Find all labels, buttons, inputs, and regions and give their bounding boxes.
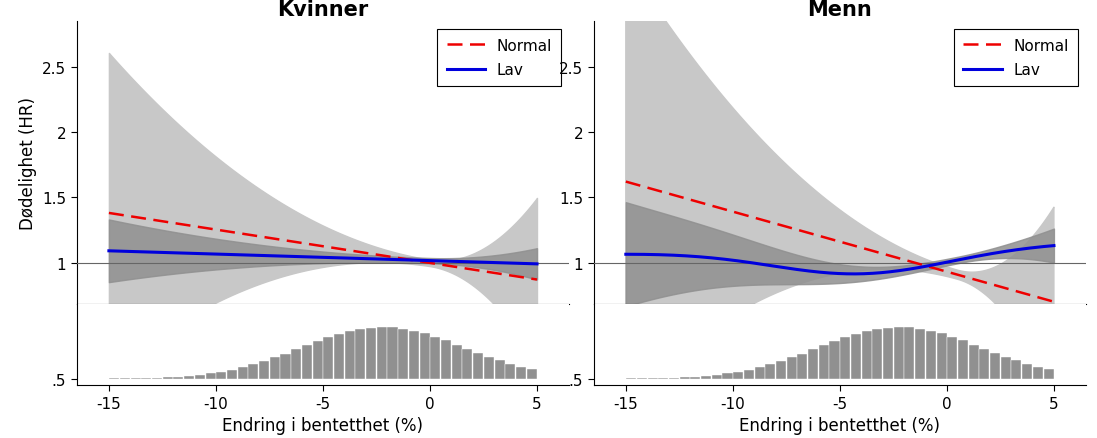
- Bar: [516, 367, 525, 379]
- Bar: [463, 349, 473, 379]
- Bar: [259, 361, 269, 379]
- Bar: [1011, 360, 1021, 379]
- Bar: [808, 350, 818, 379]
- Bar: [669, 378, 679, 379]
- Bar: [647, 378, 657, 379]
- Bar: [398, 329, 408, 379]
- Bar: [409, 331, 419, 379]
- Bar: [333, 334, 344, 379]
- Bar: [324, 338, 333, 379]
- Bar: [712, 375, 722, 379]
- Bar: [755, 367, 765, 379]
- Y-axis label: Dødelighet (HR): Dødelighet (HR): [19, 97, 36, 230]
- Bar: [904, 328, 915, 379]
- Bar: [495, 360, 505, 379]
- Bar: [787, 357, 796, 379]
- Bar: [798, 354, 807, 379]
- X-axis label: Endring i bentetthet (%): Endring i bentetthet (%): [739, 417, 940, 434]
- Bar: [248, 364, 259, 379]
- X-axis label: Endring i bentetthet (%): Endring i bentetthet (%): [223, 417, 423, 434]
- Bar: [376, 327, 387, 379]
- Bar: [980, 349, 989, 379]
- Bar: [690, 377, 700, 379]
- Bar: [238, 367, 248, 379]
- Bar: [701, 376, 711, 379]
- Bar: [173, 377, 183, 379]
- Bar: [506, 364, 516, 379]
- Bar: [527, 369, 536, 379]
- Bar: [227, 370, 237, 379]
- Bar: [926, 331, 936, 379]
- Bar: [419, 334, 430, 379]
- Bar: [840, 338, 850, 379]
- Bar: [110, 378, 120, 379]
- Bar: [894, 327, 904, 379]
- Bar: [1033, 367, 1043, 379]
- Bar: [452, 345, 462, 379]
- Bar: [344, 332, 354, 379]
- Bar: [441, 341, 451, 379]
- Bar: [851, 334, 861, 379]
- Bar: [766, 364, 776, 379]
- Bar: [366, 328, 376, 379]
- Bar: [355, 329, 365, 379]
- Bar: [313, 342, 323, 379]
- Bar: [430, 337, 440, 379]
- Bar: [733, 372, 744, 379]
- Bar: [131, 378, 140, 379]
- Bar: [473, 353, 483, 379]
- Bar: [989, 353, 1000, 379]
- Bar: [947, 337, 958, 379]
- Bar: [776, 361, 787, 379]
- Bar: [637, 378, 647, 379]
- Bar: [723, 374, 733, 379]
- Bar: [861, 332, 872, 379]
- Bar: [829, 342, 839, 379]
- Bar: [120, 378, 129, 379]
- Title: Menn: Menn: [807, 0, 872, 20]
- Bar: [915, 329, 925, 379]
- Bar: [302, 346, 312, 379]
- Bar: [216, 372, 226, 379]
- Bar: [818, 346, 829, 379]
- Bar: [152, 378, 162, 379]
- Bar: [291, 350, 302, 379]
- Bar: [744, 370, 754, 379]
- Title: Kvinner: Kvinner: [278, 0, 369, 20]
- Bar: [958, 341, 968, 379]
- Bar: [1000, 357, 1010, 379]
- Bar: [205, 374, 216, 379]
- Bar: [1043, 369, 1053, 379]
- Bar: [1022, 364, 1032, 379]
- Bar: [680, 378, 690, 379]
- Bar: [626, 378, 636, 379]
- Bar: [142, 378, 151, 379]
- Bar: [969, 345, 979, 379]
- Bar: [872, 329, 882, 379]
- Bar: [162, 378, 173, 379]
- Bar: [658, 378, 668, 379]
- Bar: [937, 334, 947, 379]
- Bar: [484, 357, 494, 379]
- Bar: [281, 354, 291, 379]
- Legend: Normal, Lav: Normal, Lav: [438, 29, 562, 87]
- Bar: [387, 328, 397, 379]
- Bar: [270, 357, 280, 379]
- Bar: [195, 375, 205, 379]
- Bar: [883, 328, 893, 379]
- Legend: Normal, Lav: Normal, Lav: [954, 29, 1078, 87]
- Bar: [184, 376, 194, 379]
